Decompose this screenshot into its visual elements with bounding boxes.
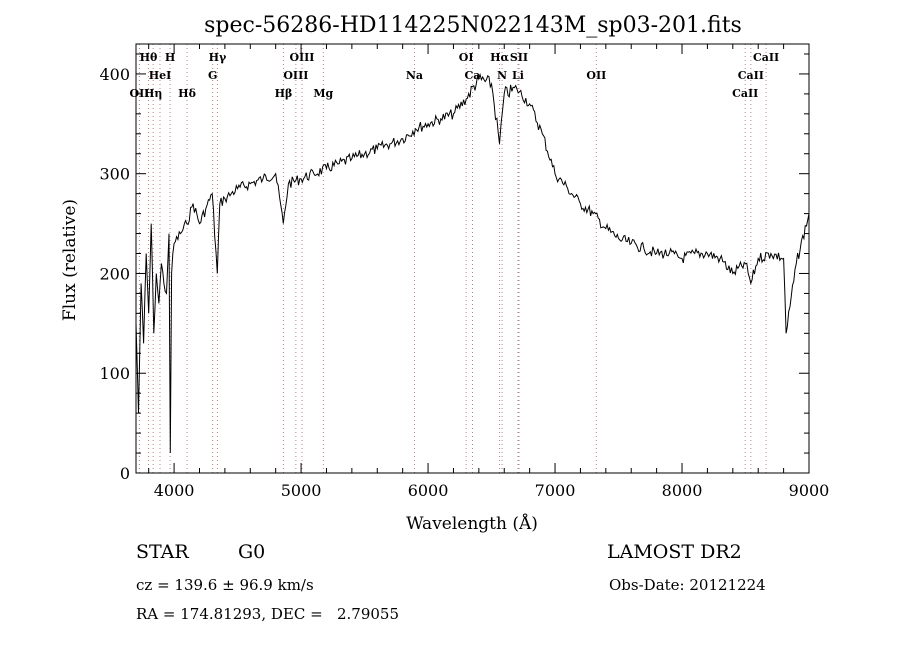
axis-ticks: 4000 5000 6000 7000 8000 9000 0 100 200 300 400 bbox=[99, 44, 829, 500]
x-tick-label: 6000 bbox=[408, 481, 449, 500]
spectral-line-label: G bbox=[208, 69, 217, 82]
y-tick-label: 100 bbox=[99, 364, 130, 383]
spectral-line-label: OI bbox=[459, 51, 474, 64]
spectral-line-label: Hγ bbox=[209, 51, 227, 64]
spectral-line-label: Na bbox=[406, 69, 423, 82]
plot-frame bbox=[135, 43, 810, 474]
spectral-line-label: OII bbox=[586, 69, 606, 82]
y-tick-label: 300 bbox=[99, 165, 130, 184]
x-tick-label: 5000 bbox=[281, 481, 322, 500]
object-subclass: G0 bbox=[238, 541, 266, 563]
spectral-line-label: Hα bbox=[490, 51, 509, 64]
spectral-line-label: CaII bbox=[738, 69, 764, 82]
spectral-line-label: Hη bbox=[144, 87, 162, 100]
x-tick-label: 8000 bbox=[662, 481, 703, 500]
coordinates: RA = 174.81293, DEC = 2.79055 bbox=[136, 605, 400, 623]
x-tick-label: 9000 bbox=[789, 481, 830, 500]
spectral-line-markers bbox=[138, 44, 767, 473]
spectral-line-label: HeI bbox=[149, 69, 172, 82]
spectral-line-label: CaII bbox=[753, 51, 779, 64]
x-tick-label: 7000 bbox=[535, 481, 576, 500]
x-axis-label: Wavelength (Å) bbox=[406, 513, 538, 534]
y-tick-label: 400 bbox=[99, 65, 130, 84]
spectral-line-labels: Hθ H Hγ OIII OI Hα SII CaII HeI G OIII Na Ca N Li OII Ca… bbox=[129, 51, 779, 100]
spectrum-series-line bbox=[135, 72, 810, 454]
redshift-velocity: cz = 139.6 ± 96.9 km/s bbox=[136, 576, 314, 594]
spectral-line-label: CaII bbox=[732, 87, 758, 100]
observation-date: Obs-Date: 20121224 bbox=[609, 576, 766, 594]
x-tick-label: 4000 bbox=[154, 481, 195, 500]
survey-name: LAMOST DR2 bbox=[607, 541, 742, 563]
spectral-line-label: OIII bbox=[283, 69, 308, 82]
spectral-line-label: Ca bbox=[465, 69, 481, 82]
object-class: STAR bbox=[136, 541, 189, 563]
spectral-line-label: SII bbox=[510, 51, 528, 64]
spectral-line-label: Li bbox=[512, 69, 524, 82]
y-tick-label: 0 bbox=[120, 464, 130, 483]
spectral-line-label: N bbox=[497, 69, 507, 82]
spectral-line-label: Hδ bbox=[178, 87, 196, 100]
spectral-line-label: OII bbox=[129, 87, 149, 100]
spectral-line-label: Hθ bbox=[140, 51, 158, 64]
spectral-line-label: OIII bbox=[289, 51, 314, 64]
spectral-line-label: H bbox=[165, 51, 175, 64]
y-tick-label: 200 bbox=[99, 264, 130, 283]
y-axis-label: Flux (relative) bbox=[60, 199, 80, 321]
chart-title: spec-56286-HD114225N022143M_sp03-201.fit… bbox=[204, 13, 742, 38]
spectral-line-label: Hβ bbox=[275, 87, 293, 100]
spectral-line-label: Mg bbox=[313, 87, 333, 100]
